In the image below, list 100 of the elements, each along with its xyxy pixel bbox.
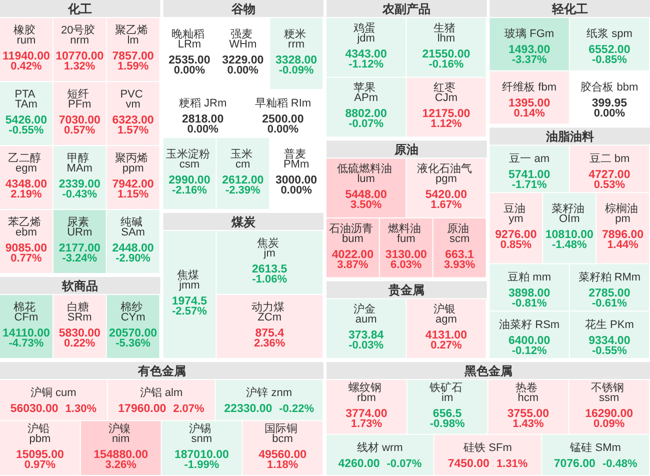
tile-price: 7857.00 (112, 50, 154, 62)
tile-price: 8802.00 (345, 108, 387, 120)
title: 油脂油料 (546, 130, 594, 144)
tile-change: -0.07% (348, 118, 384, 130)
tile-price: 875.4 (255, 328, 284, 340)
tile-price: 6323.00 (112, 114, 154, 126)
tile-price: 3000.00 (276, 174, 318, 186)
tile-change: -0.16% (428, 58, 464, 70)
tile-label: PVC vm (120, 88, 143, 110)
tile-label: 沪铅 pbm (27, 423, 51, 446)
tile-label: 聚丙烯 ppm (115, 152, 148, 174)
tile-label: 花生 PKm (584, 318, 634, 331)
tile-change: 0.00% (594, 108, 626, 120)
tile-label: 橡胶 rum (14, 24, 36, 46)
tile-price: 3130.00 (385, 248, 427, 261)
title: 贵金属 (388, 283, 425, 298)
tile-change: 0.14% (514, 108, 545, 120)
tile-price: 1493.00 (508, 44, 550, 56)
tile-price: 2990.00 (168, 174, 210, 186)
tile-price: 4727.00 (588, 168, 630, 181)
tile-change: -3.37% (512, 54, 547, 66)
tile-price: 49560.00 (258, 449, 307, 462)
tile-price: 16290.00 (585, 408, 634, 420)
tile-label: 玻璃 FGm (504, 28, 554, 40)
tile-change: 3.87% (337, 258, 368, 271)
tile-price: 3774.00 (346, 408, 388, 420)
tile-label: 豆一 am (509, 152, 550, 165)
tile-label: 乙二醇 egm (8, 152, 42, 174)
tile-change: 0.00% (267, 124, 299, 136)
tile-label: 锰硅 SMm (570, 442, 621, 454)
tile-label: 动力煤 ZCm (252, 302, 285, 324)
tile-change: 3.50% (350, 199, 382, 211)
tile-label: 沪银 agm (434, 304, 457, 326)
tile-label: 沪铜 cum (30, 387, 76, 400)
tile-price: 656.5 (432, 408, 462, 420)
tile-label: 硅铁 SFm (464, 442, 512, 454)
tile-change: -1.12% (348, 58, 384, 70)
tile-price: 12175.00 (422, 108, 470, 120)
tile-price: 7030.00 (58, 114, 100, 126)
title: 原油 (394, 142, 419, 157)
tile-change: 0.97% (24, 459, 56, 472)
tile-label: 沪铝 alm (140, 387, 183, 400)
tile-label: 棉纱 CYm (120, 302, 146, 324)
title: 化工 (68, 2, 92, 16)
tile-price: 7896.00 (602, 229, 644, 242)
tile-label: 生猪 lhm (434, 22, 456, 44)
tile-label: 20号胶 nrm (60, 24, 96, 46)
tile-change: -1.48% (552, 239, 587, 252)
tile-change: 2.19% (10, 188, 42, 200)
tile-price: 6400.00 (508, 334, 550, 347)
tile-label: 豆油 ym (503, 203, 526, 226)
tile-price: 3229.00 (222, 54, 264, 66)
tile-label: 尿素 URm (67, 216, 92, 238)
title: 黑色金属 (464, 364, 512, 378)
tile-price: 5741.00 (508, 168, 550, 181)
tile-label: 鸡蛋 jdm (354, 22, 376, 44)
tile-change: -5.36% (116, 338, 150, 350)
tile-label: 粳稻 JRm (178, 98, 227, 110)
tile-label: 棕榈油 pm (604, 203, 638, 226)
tile-price: 187010.00 (174, 449, 229, 462)
tile-label: 晚籼稻 LRm (171, 28, 204, 50)
tile-label: 铁矿石 im (429, 382, 462, 404)
tile-price: 373.84 (348, 330, 384, 342)
tile-price: 2818.00 (182, 114, 224, 126)
tile-change: 0.22% (64, 338, 96, 350)
tile-change: -0.22% (279, 403, 314, 416)
tile-label: 液化石油气 pgm (417, 163, 472, 185)
tile-change: -3.24% (62, 252, 98, 264)
tile-label: 纤维板 fbm (502, 82, 557, 94)
title: 谷物 (231, 2, 256, 16)
tile-label: 苹果 APm (354, 82, 378, 104)
tile-change: -0.61% (592, 297, 627, 310)
tile-price: 10770.00 (56, 50, 104, 62)
tile-label: 焦煤 jmm (176, 270, 200, 292)
tile-change: -0.09% (278, 64, 314, 76)
tile-label: 燃料油 fum (388, 222, 422, 245)
tile-price: 4131.00 (425, 330, 467, 342)
tile-change: -2.39% (225, 184, 260, 196)
tile-price: 7942.00 (112, 178, 154, 190)
tile-price: 4343.00 (345, 48, 387, 60)
tile-label: 沪镍 nim (108, 423, 130, 446)
tile-label: 纸浆 spm (586, 28, 632, 40)
tile-label: 豆二 bm (589, 152, 630, 165)
tile-change: -0.85% (592, 54, 627, 66)
tile-price: 9334.00 (588, 334, 630, 347)
tile-label: 豆粕 mm (508, 271, 551, 284)
tile-price: 2448.00 (112, 242, 154, 254)
tile-price: 154880.00 (94, 449, 148, 462)
tile-price: 2177.00 (58, 242, 100, 254)
tile-change: -1.71% (512, 178, 547, 191)
tile-change: -4.73% (8, 338, 44, 350)
tile-change: -0.07% (386, 458, 422, 470)
tile-label: 菜籽粕 RMm (578, 271, 641, 284)
tile-change: 2.36% (254, 338, 286, 350)
tile-change: -0.43% (62, 188, 98, 200)
title: 软商品 (62, 279, 98, 293)
tile-price: 10810.00 (545, 229, 594, 242)
tile-change: 3.93% (444, 258, 476, 271)
tile-change: 0.77% (10, 252, 42, 264)
tile-price: 7450.00 (448, 458, 490, 470)
